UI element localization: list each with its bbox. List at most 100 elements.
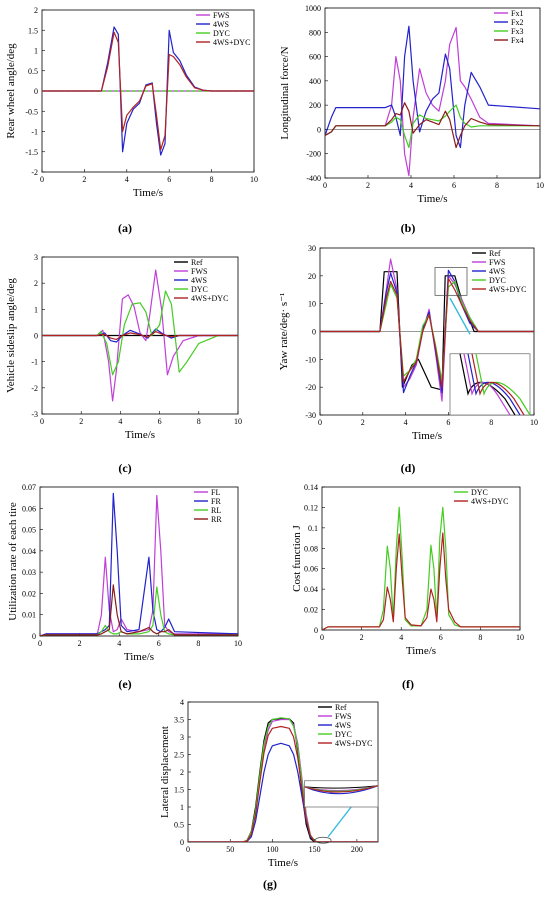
y-tick-label: 0: [180, 838, 184, 847]
x-tick-label: 6: [167, 175, 171, 184]
y-axis-label: Cost function J: [291, 524, 303, 591]
y-tick-label: 2: [34, 6, 38, 15]
series-line-rr: [40, 584, 238, 636]
y-tick-label: 0.04: [304, 585, 318, 594]
y-axis-label: Yaw rate/deg· s⁻¹: [278, 293, 290, 371]
legend-entry: Ref: [191, 258, 203, 267]
series-line-4ws-dyc: [322, 532, 520, 630]
y-tick-label: 1: [180, 803, 184, 812]
y-tick-label: 0.04: [22, 547, 36, 556]
series-line-dyc: [320, 280, 534, 383]
y-tick-label: 800: [309, 28, 321, 37]
x-tick-label: 8: [210, 175, 214, 184]
y-tick-label: -2: [31, 168, 38, 177]
y-tick-label: 2: [180, 768, 184, 777]
x-tick-label: 0: [320, 633, 324, 642]
legend-entry: FR: [211, 497, 221, 506]
x-axis-label: Time/s: [268, 857, 298, 869]
legend-entry: 4WS: [191, 276, 207, 285]
legend-entry: DYC: [213, 29, 230, 38]
x-tick-label: 10: [234, 639, 242, 648]
legend-entry: FWS: [213, 11, 229, 20]
y-tick-label: 0: [317, 125, 321, 134]
legend-entry: Fx1: [511, 9, 523, 18]
x-axis-label: Time/s: [124, 651, 154, 663]
inset-line: [471, 353, 525, 416]
legend-entry: DYC: [335, 730, 352, 739]
series-line-dyc: [42, 290, 238, 376]
series-group: [325, 25, 540, 177]
series-group: [322, 506, 520, 630]
x-tick-label: 2: [78, 639, 82, 648]
x-tick-label: 8: [495, 181, 499, 190]
y-tick-label: 0.06: [304, 565, 318, 574]
legend-entry: 4WS+DYC: [471, 497, 508, 506]
y-axis-label: Longitudinal force/N: [279, 46, 291, 139]
legend-entry: Fx4: [511, 36, 523, 45]
y-tick-label: 0: [312, 328, 316, 337]
chart-panel-f: 0 2 4 6 8 10 0 0.02 0.04 0.06 0.08 0.1 0.12 0.14 Time/…: [291, 483, 524, 691]
x-tick-label: 4: [125, 175, 129, 184]
y-tick-label: -1: [31, 128, 38, 137]
y-tick-label: 0.5: [28, 67, 38, 76]
legend-entry: FWS: [489, 258, 505, 267]
legend-entry: DYC: [191, 285, 208, 294]
y-tick-label: -1.5: [25, 148, 38, 157]
x-axis-label: Time/s: [417, 193, 447, 205]
y-tick-label: 1000: [305, 4, 321, 13]
zoom-arrow: [327, 801, 356, 838]
legend-entry: Fx2: [511, 18, 523, 27]
x-tick-label: 2: [79, 417, 83, 426]
zoom-arrow: [449, 297, 471, 335]
legend-entry: 4WS+DYC: [213, 38, 250, 47]
series-group: [42, 269, 238, 402]
plot-frame: [324, 7, 541, 179]
series-line-dyc: [322, 506, 520, 630]
y-tick-label: 0: [314, 626, 318, 635]
series-line-fr: [40, 492, 238, 636]
y-tick-label: -3: [31, 410, 38, 419]
series-group: [320, 258, 534, 402]
x-tick-label: 0: [38, 639, 42, 648]
chart-panel-c: 0 2 4 6 8 10 -3 -2 -1 0 1 2 3 Time/s Vehicle sideslip …: [5, 253, 242, 475]
x-tick-label: 150: [309, 845, 321, 854]
x-axis-label: Time/s: [406, 645, 436, 657]
y-tick-label: 1: [34, 47, 38, 56]
y-tick-label: 0.06: [22, 504, 36, 513]
y-tick-label: 10: [308, 300, 316, 309]
y-tick-label: 3.5: [174, 716, 184, 725]
series-line-4ws-dyc: [42, 31, 254, 151]
chart-panel-g: 0 50 100 150 200 0 0.5 1 1.5 2 2.5 3 3.5 4 Time/s Later…: [159, 698, 379, 891]
x-tick-label: 6: [158, 417, 162, 426]
x-tick-label: 10: [536, 181, 544, 190]
plot-frame: [321, 486, 521, 631]
zoom-region-marker: [314, 836, 332, 844]
y-tick-label: 0.14: [304, 483, 318, 492]
legend-entry: 4WS: [489, 267, 505, 276]
legend-entry: 4WS: [213, 20, 229, 29]
y-tick-label: 0: [32, 632, 36, 641]
legend-entry: RL: [211, 506, 221, 515]
inset-line: [463, 353, 511, 416]
x-tick-label: 4: [118, 417, 122, 426]
y-tick-label: 30: [308, 244, 316, 253]
y-tick-label: -400: [306, 174, 321, 183]
x-tick-label: 10: [234, 417, 242, 426]
y-tick-label: 2: [34, 279, 38, 288]
x-axis-label: Time/s: [125, 429, 155, 441]
x-tick-label: 200: [351, 845, 363, 854]
x-tick-label: 0: [318, 418, 322, 427]
legend-entry: 4WS+DYC: [191, 294, 228, 303]
x-tick-label: 2: [361, 418, 365, 427]
x-tick-label: 100: [266, 845, 278, 854]
x-tick-label: 4: [117, 639, 121, 648]
chart-panel-e: 0 2 4 6 8 10 0 0.01 0.02 0.03 0.04 0.05 0.06 0.07 Time…: [7, 483, 242, 691]
legend-entry: 4WS+DYC: [489, 285, 526, 294]
series-line-4ws: [188, 742, 378, 842]
x-tick-label: 4: [404, 418, 408, 427]
x-tick-label: 2: [366, 181, 370, 190]
x-tick-label: 6: [157, 639, 161, 648]
series-group: [40, 492, 238, 636]
panel-label: (e): [118, 677, 131, 691]
